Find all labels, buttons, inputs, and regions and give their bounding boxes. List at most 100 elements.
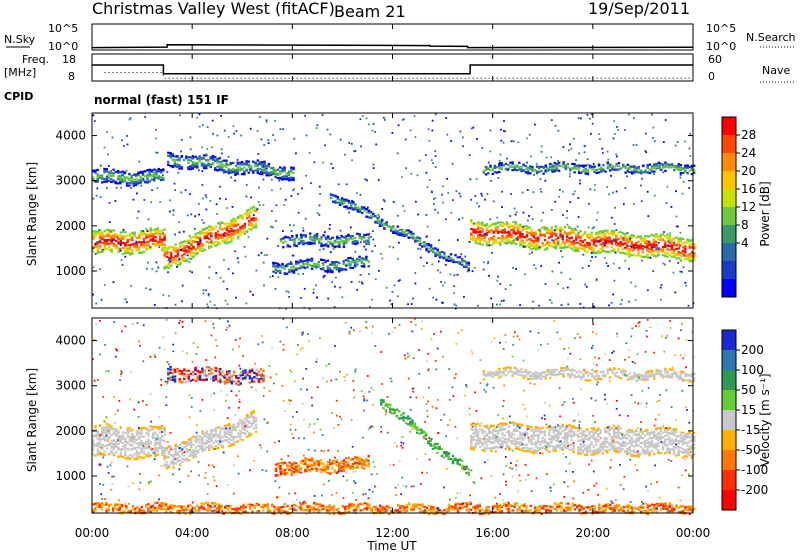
heatmap-cell bbox=[205, 159, 208, 162]
heatmap-cell bbox=[427, 128, 430, 131]
heatmap-cell bbox=[212, 436, 215, 439]
heatmap-cell bbox=[624, 259, 627, 262]
heatmap-cell bbox=[146, 181, 149, 184]
heatmap-cell bbox=[652, 137, 654, 139]
heatmap-cell bbox=[348, 142, 351, 144]
heatmap-cell bbox=[664, 263, 666, 266]
heatmap-cell bbox=[119, 231, 122, 234]
heatmap-cell bbox=[365, 215, 368, 218]
heatmap-cell bbox=[436, 253, 439, 257]
heatmap-cell bbox=[561, 237, 564, 240]
heatmap-cell bbox=[250, 228, 253, 231]
heatmap-cell bbox=[425, 243, 428, 246]
heatmap-cell bbox=[278, 264, 280, 266]
heatmap-cell bbox=[617, 244, 620, 248]
heatmap-cell bbox=[639, 238, 642, 241]
heatmap-cell bbox=[205, 430, 209, 433]
heatmap-cell bbox=[241, 425, 244, 428]
heatmap-cell bbox=[301, 236, 303, 239]
heatmap-cell bbox=[196, 242, 200, 245]
heatmap-cell bbox=[218, 157, 221, 160]
heatmap-cell bbox=[396, 233, 399, 236]
heatmap-cell bbox=[94, 454, 97, 457]
heatmap-cell bbox=[239, 229, 242, 232]
heatmap-cell bbox=[397, 124, 400, 127]
heatmap-cell bbox=[508, 233, 511, 236]
heatmap-cell bbox=[221, 427, 224, 430]
heatmap-cell bbox=[201, 440, 204, 443]
heatmap-cell bbox=[358, 236, 361, 239]
heatmap-cell bbox=[254, 427, 258, 430]
heatmap-cell bbox=[101, 248, 104, 251]
heatmap-cell bbox=[588, 246, 591, 249]
heatmap-cell bbox=[646, 254, 649, 257]
heatmap-cell bbox=[480, 192, 483, 195]
heatmap-cell bbox=[149, 235, 152, 238]
heatmap-cell bbox=[320, 244, 323, 247]
heatmap-cell bbox=[223, 129, 226, 132]
heatmap-cell bbox=[149, 239, 152, 242]
heatmap-cell bbox=[613, 120, 615, 122]
heatmap-cell bbox=[243, 421, 246, 424]
heatmap-cell bbox=[223, 426, 226, 429]
heatmap-cell bbox=[151, 433, 155, 436]
heatmap-cell bbox=[363, 240, 366, 243]
heatmap-cell bbox=[423, 245, 426, 248]
heatmap-cell bbox=[470, 198, 472, 201]
heatmap-cell bbox=[367, 206, 369, 209]
heatmap-cell bbox=[321, 262, 324, 265]
heatmap-cell bbox=[365, 255, 368, 258]
heatmap-cell bbox=[92, 441, 95, 444]
heatmap-cell bbox=[245, 160, 248, 163]
heatmap-cell bbox=[234, 173, 237, 176]
heatmap-cell bbox=[525, 244, 529, 247]
heatmap-cell bbox=[452, 199, 454, 201]
heatmap-cell bbox=[170, 460, 173, 463]
heatmap-cell bbox=[146, 177, 149, 180]
heatmap-cell bbox=[488, 229, 491, 232]
heatmap-cell bbox=[614, 206, 616, 209]
heatmap-cell bbox=[208, 266, 211, 268]
heatmap-cell bbox=[92, 176, 95, 179]
heatmap-cell bbox=[389, 299, 391, 302]
heatmap-cell bbox=[105, 247, 109, 250]
heatmap-cell bbox=[218, 163, 221, 167]
heatmap-cell bbox=[672, 250, 676, 253]
heatmap-cell bbox=[419, 256, 422, 259]
heatmap-cell bbox=[583, 243, 587, 246]
heatmap-cell bbox=[552, 232, 555, 235]
heatmap-cell bbox=[594, 233, 598, 237]
heatmap-cell bbox=[163, 454, 166, 458]
heatmap-cell bbox=[545, 242, 549, 245]
heatmap-cell bbox=[211, 162, 215, 165]
heatmap-cell bbox=[443, 254, 446, 257]
heatmap-cell bbox=[223, 258, 225, 261]
heatmap-cell bbox=[173, 163, 177, 166]
heatmap-cell bbox=[147, 247, 150, 250]
heatmap-cell bbox=[110, 170, 112, 172]
heatmap-cell bbox=[156, 435, 159, 438]
heatmap-cell bbox=[407, 229, 410, 232]
heatmap-cell bbox=[322, 161, 324, 164]
heatmap-cell bbox=[612, 238, 616, 241]
heatmap-cell bbox=[655, 235, 658, 239]
heatmap-cell bbox=[313, 242, 316, 245]
heatmap-cell bbox=[254, 419, 258, 422]
heatmap-cell bbox=[236, 170, 239, 173]
heatmap-cell bbox=[312, 288, 315, 291]
heatmap-cell bbox=[254, 163, 257, 166]
heatmap-cell bbox=[679, 164, 683, 167]
heatmap-cell bbox=[403, 233, 406, 236]
heatmap-cell bbox=[232, 219, 235, 222]
heatmap-cell bbox=[228, 241, 231, 244]
heatmap-cell bbox=[126, 250, 129, 253]
heatmap-cell bbox=[187, 459, 191, 462]
heatmap-cell bbox=[103, 243, 106, 246]
heatmap-cell bbox=[618, 267, 621, 269]
heatmap-cell bbox=[270, 167, 273, 170]
heatmap-cell bbox=[229, 171, 233, 174]
heatmap-cell bbox=[535, 163, 538, 165]
heatmap-cell bbox=[594, 244, 598, 247]
heatmap-cell bbox=[142, 442, 145, 445]
heatmap-cell bbox=[324, 244, 328, 247]
